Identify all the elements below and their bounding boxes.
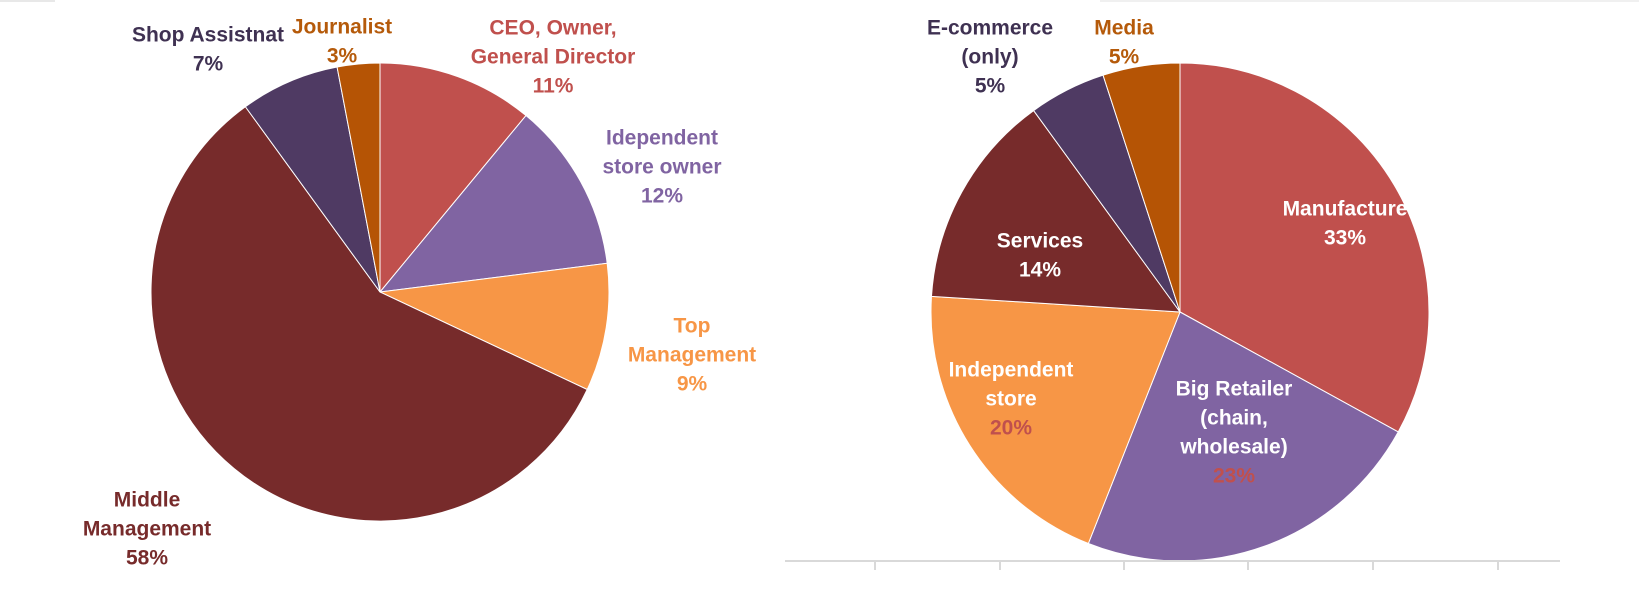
- slice-label-independent-store: store: [985, 387, 1036, 410]
- slice-label-media: Media: [1094, 16, 1154, 39]
- pie-slice-media: [1102, 62, 1181, 313]
- slice-label-idependent-store-owner: store owner: [602, 155, 721, 178]
- slice-label-journalist: Journalist: [292, 15, 392, 38]
- pie-chart-business-type: Manufacture 33% Big Retailer (chain, wholesa…: [927, 16, 1430, 562]
- pie-slice-idependent-store-owner: [378, 114, 608, 293]
- slice-label-top-management: Top: [674, 314, 711, 337]
- slice-value-label-independent-store: 20%: [990, 416, 1032, 439]
- slice-label-big-retailer-chain-wholesale: (chain,: [1200, 406, 1268, 429]
- pie-slice-services: [930, 109, 1182, 313]
- slice-label-services: Services: [997, 229, 1083, 252]
- slice-value-label-middle-management: 58%: [126, 546, 168, 569]
- axis-baseline: [785, 560, 1560, 570]
- slice-label-e-commerce-only: (only): [961, 45, 1018, 68]
- slice-value-label-manufacture: 33%: [1324, 226, 1366, 249]
- slice-label-idependent-store-owner: Idependent: [606, 126, 718, 149]
- slice-value-label-journalist: 3%: [327, 44, 358, 67]
- slice-label-big-retailer-chain-wholesale: wholesale): [1179, 435, 1287, 458]
- slice-label-e-commerce-only: E-commerce: [927, 16, 1053, 39]
- pie-slice-big-retailer-chain-wholesale: [1087, 311, 1399, 562]
- slice-value-label-ceo-owner-general-director: 11%: [533, 74, 574, 97]
- slice-label-independent-store: Independent: [949, 358, 1074, 381]
- slice-label-ceo-owner-general-director: General Director: [471, 45, 636, 68]
- slice-value-label-big-retailer-chain-wholesale: 23%: [1213, 464, 1255, 487]
- slice-label-ceo-owner-general-director: CEO, Owner,: [489, 16, 616, 39]
- pie-slice-ceo-owner-general-director: [379, 62, 527, 294]
- pie-slice-top-management: [378, 262, 610, 391]
- slice-value-label-top-management: 9%: [677, 372, 708, 395]
- slice-label-big-retailer-chain-wholesale: Big Retailer: [1176, 377, 1293, 400]
- slice-label-middle-management: Management: [83, 517, 211, 540]
- slice-value-label-e-commerce-only: 5%: [975, 74, 1006, 97]
- pie-chart-job-role: CEO, Owner, General Director 11% Idependent…: [83, 15, 756, 569]
- slice-label-manufacture: Manufacture: [1283, 197, 1408, 220]
- pie-slice-middle-management: [150, 106, 588, 522]
- pie-slice-manufacture: [1179, 62, 1430, 433]
- pie-slice-journalist: [336, 62, 381, 293]
- slice-label-top-management: Management: [628, 343, 756, 366]
- slice-label-middle-management: Middle: [114, 488, 181, 511]
- slice-value-label-shop-assistnat: 7%: [193, 52, 224, 75]
- slice-label-shop-assistnat: Shop Assistnat: [132, 23, 284, 46]
- slice-value-label-services: 14%: [1019, 258, 1061, 281]
- pie-slice-independent-store: [930, 295, 1181, 545]
- slice-value-label-media: 5%: [1109, 45, 1140, 68]
- slice-value-label-idependent-store-owner: 12%: [641, 184, 683, 207]
